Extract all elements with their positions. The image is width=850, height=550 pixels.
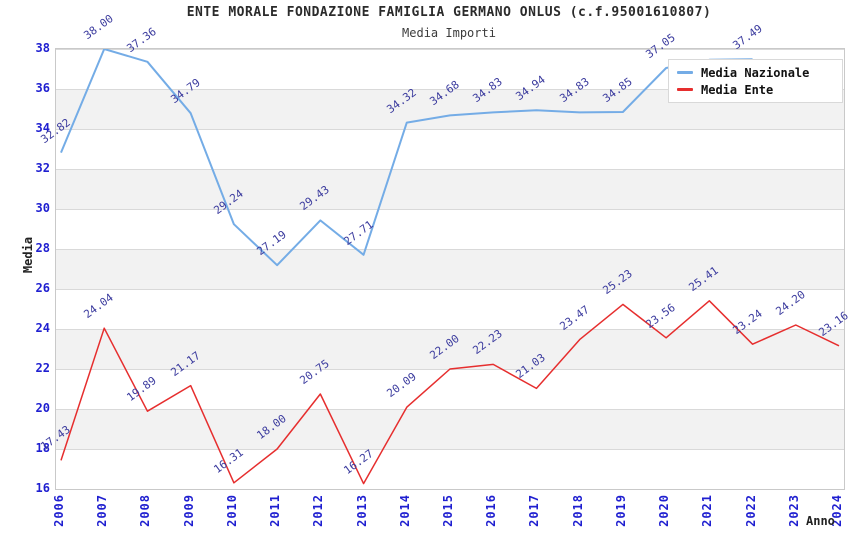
series-lines: [60, 49, 840, 485]
x-tick-label: 2013: [354, 494, 369, 527]
legend-line-sample-icon: [677, 71, 693, 74]
y-tick-label: 18: [35, 441, 50, 455]
legend-item-media-nazionale: Media Nazionale: [677, 66, 834, 80]
x-tick-label: 2023: [786, 494, 801, 527]
gridline: [56, 289, 844, 290]
x-tick-label: 2017: [527, 494, 542, 527]
x-tick-label: 2020: [657, 494, 672, 527]
plot-area: [55, 48, 845, 490]
x-tick-label: 2019: [613, 494, 628, 527]
legend-line-sample-icon: [677, 88, 693, 91]
y-tick-label: 34: [35, 121, 50, 135]
gridline: [56, 409, 844, 410]
legend-item-media-ente: Media Ente: [677, 83, 834, 97]
y-tick-label: 26: [35, 281, 50, 295]
x-tick-label: 2007: [95, 494, 110, 527]
plot-band: [56, 329, 844, 369]
legend-label: Media Ente: [701, 82, 774, 97]
x-tick-label: 2018: [570, 494, 585, 527]
x-tick-label: 2006: [52, 494, 66, 527]
gridline: [56, 169, 844, 170]
chart-subtitle: Media Importi: [402, 26, 496, 40]
legend-label: Media Nazionale: [701, 65, 810, 80]
gridline: [56, 209, 844, 210]
x-tick-label: 2011: [268, 494, 283, 527]
x-tick-label: 2010: [224, 494, 239, 527]
series-line-media-nazionale: [60, 49, 753, 267]
y-tick-label: 38: [35, 41, 50, 55]
plot-band: [56, 169, 844, 209]
y-tick-label: 24: [35, 321, 50, 335]
legend: Media Nazionale Media Ente: [668, 59, 843, 103]
gridline: [56, 449, 844, 450]
y-tick-label: 30: [35, 201, 50, 215]
y-axis-title: Media: [21, 236, 35, 274]
plot-band: [56, 409, 844, 449]
gridline: [56, 49, 844, 50]
y-tick-label: 32: [35, 161, 50, 175]
series-line-media-ente: [60, 300, 840, 485]
chart-title: ENTE MORALE FONDAZIONE FAMIGLIA GERMANO …: [186, 5, 712, 20]
gridline: [56, 89, 844, 90]
gridline: [56, 129, 844, 130]
x-tick-label: 2009: [181, 494, 196, 527]
y-tick-label: 28: [35, 241, 50, 255]
y-tick-label: 22: [35, 361, 50, 375]
y-tick-label: 16: [35, 481, 50, 495]
x-tick-label: 2008: [138, 494, 153, 527]
gridline: [56, 249, 844, 250]
x-tick-label: 2014: [397, 494, 412, 527]
x-tick-label: 2021: [700, 494, 715, 527]
y-tick-label: 20: [35, 401, 50, 415]
plot-band: [56, 249, 844, 289]
x-tick-label: 2012: [311, 494, 326, 527]
y-tick-label: 36: [35, 81, 50, 95]
x-tick-label: 2015: [441, 494, 455, 527]
x-tick-label: 2022: [743, 494, 758, 527]
gridline: [56, 329, 844, 330]
x-axis-title: Anno: [806, 514, 835, 528]
x-tick-label: 2016: [484, 494, 499, 527]
